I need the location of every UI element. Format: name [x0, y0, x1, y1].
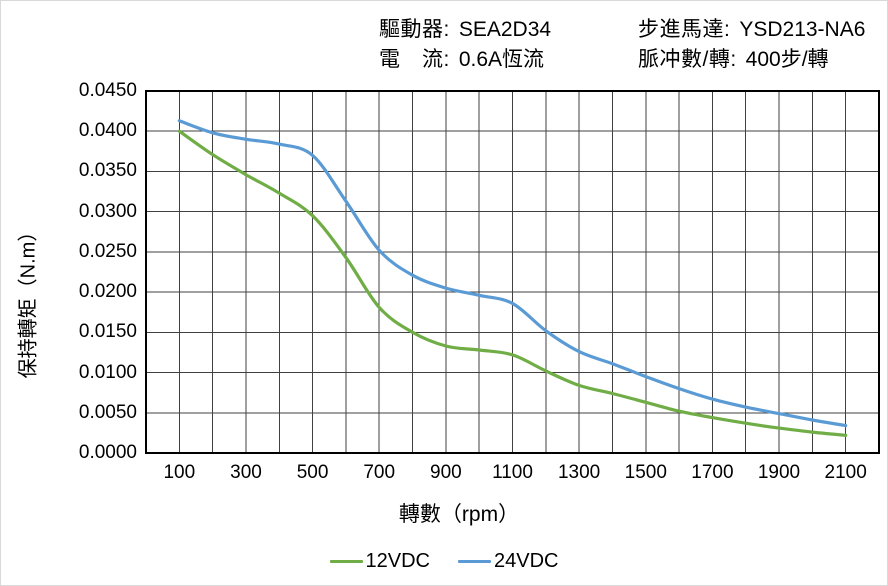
- legend-item-12vdc: 12VDC: [329, 550, 430, 573]
- x-axis-title: 轉數（rpm）: [398, 503, 520, 526]
- series-line-12vdc: [177, 129, 848, 437]
- y-tick-label: 0.0050: [78, 401, 137, 423]
- y-axis-title: 保持轉矩（N.m）: [17, 221, 40, 379]
- x-tick-label: 900: [430, 462, 462, 483]
- y-tick-label: 0.0200: [78, 281, 137, 303]
- y-tick-label: 0.0450: [78, 80, 137, 101]
- header-current: 電 流: 0.6A恆流: [379, 43, 544, 73]
- y-tick-label: 0.0400: [78, 120, 137, 142]
- y-tick-label: 0.0350: [78, 160, 137, 182]
- legend-item-24vdc: 24VDC: [458, 550, 558, 573]
- x-tick-label: 1300: [557, 462, 601, 483]
- x-tick-label: 1100: [492, 462, 533, 483]
- x-tick-label: 1900: [757, 462, 801, 483]
- series-line-24vdc: [177, 119, 848, 428]
- y-tick-label: 0.0100: [78, 361, 137, 383]
- legend-swatch-12vdc: [329, 560, 363, 563]
- legend-label-24vdc: 24VDC: [494, 550, 559, 572]
- legend-label-12vdc: 12VDC: [365, 550, 430, 572]
- x-tick-label: 700: [363, 462, 396, 483]
- x-tick-label: 300: [230, 462, 262, 483]
- x-tick-label: 2100: [824, 462, 867, 483]
- x-tick-label: 1500: [624, 462, 667, 483]
- motor-value: YSD213-NA6: [739, 18, 866, 41]
- pulses-value: 400步/轉: [745, 48, 829, 71]
- legend-swatch-24vdc: [458, 560, 491, 563]
- pulses-label: 脈冲數/轉:: [638, 48, 737, 71]
- header-driver: 驅動器: SEA2D34: [379, 13, 551, 43]
- current-label: 電 流:: [379, 48, 450, 71]
- driver-value: SEA2D34: [458, 18, 552, 41]
- current-value: 0.6A恆流: [458, 48, 545, 71]
- driver-label: 驅動器:: [379, 18, 450, 41]
- x-tick-label: 100: [163, 462, 196, 483]
- header-pulses: 脈冲數/轉: 400步/轉: [638, 43, 829, 73]
- x-tick-label: 1700: [691, 462, 734, 483]
- x-tick-label: 500: [296, 462, 329, 483]
- y-tick-label: 0.0300: [78, 200, 137, 222]
- y-tick-label: 0.0250: [78, 240, 137, 262]
- header-motor: 步進馬達: YSD213-NA6: [638, 13, 865, 43]
- motor-label: 步進馬達:: [638, 18, 731, 41]
- y-tick-label: 0.0000: [78, 442, 137, 463]
- legend: 12VDC 24VDC: [1, 550, 887, 573]
- y-tick-label: 0.0150: [78, 321, 137, 343]
